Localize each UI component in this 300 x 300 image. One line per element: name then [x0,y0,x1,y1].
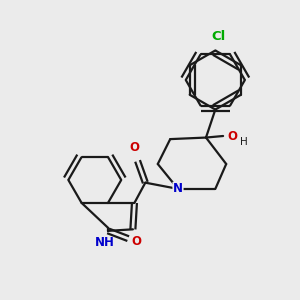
Text: O: O [228,130,238,142]
Text: Cl: Cl [211,30,226,43]
Text: N: N [173,182,183,195]
Text: O: O [129,141,140,154]
Text: NH: NH [95,236,115,250]
Text: H: H [240,136,248,147]
Text: O: O [131,235,141,248]
